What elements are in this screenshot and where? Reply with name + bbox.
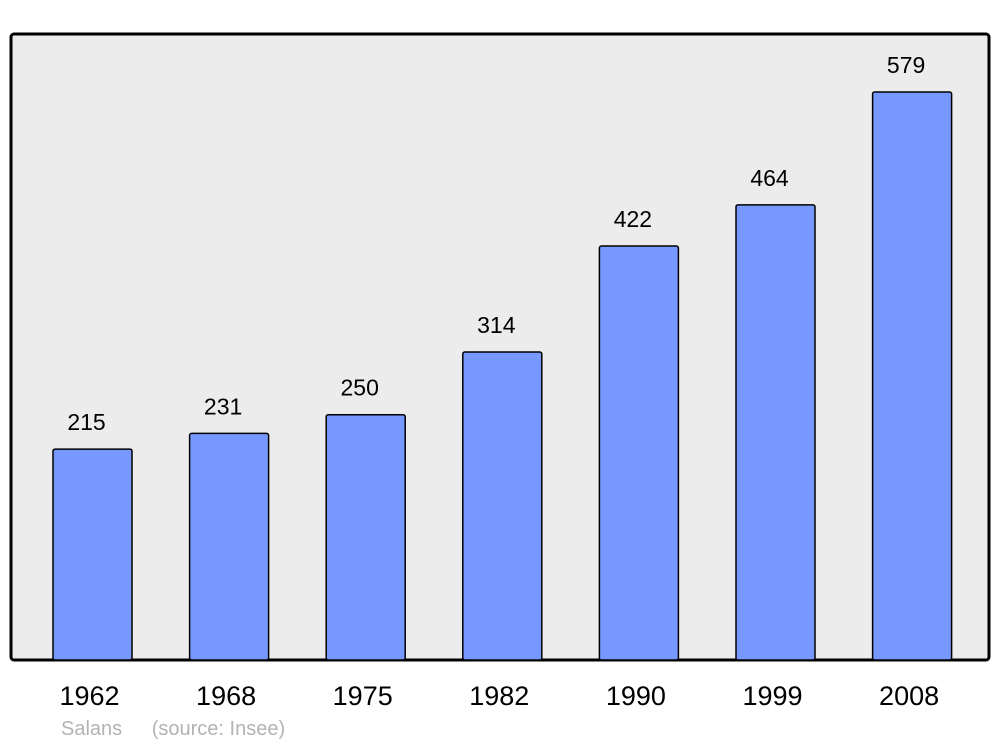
bar-1999 [735, 204, 816, 661]
data-label: 579 [887, 52, 925, 78]
bar-1962 [52, 448, 133, 661]
data-label: 314 [477, 312, 516, 338]
bar-1990 [598, 245, 680, 661]
data-label: 215 [67, 409, 105, 435]
place-name: Salans [61, 718, 123, 740]
x-tick-label: 1990 [606, 681, 666, 711]
data-label: 422 [614, 206, 652, 232]
x-tick-label: 2008 [879, 681, 939, 711]
bar-1982 [462, 351, 543, 661]
x-tick-label: 1975 [333, 681, 393, 711]
data-label: 464 [750, 165, 789, 191]
bar-1975 [325, 413, 406, 661]
bar-1968 [188, 432, 270, 661]
source-note: (source: Insee) [151, 718, 286, 740]
x-tick-label: 1999 [742, 681, 802, 711]
data-label: 250 [341, 375, 379, 401]
bar-2008 [871, 91, 953, 661]
x-tick-label: 1982 [469, 681, 529, 711]
footer: Salans (source: Insee) [61, 718, 309, 741]
x-tick-label: 1968 [196, 681, 256, 711]
x-tick-label: 1962 [59, 681, 119, 711]
data-label: 231 [204, 393, 242, 419]
